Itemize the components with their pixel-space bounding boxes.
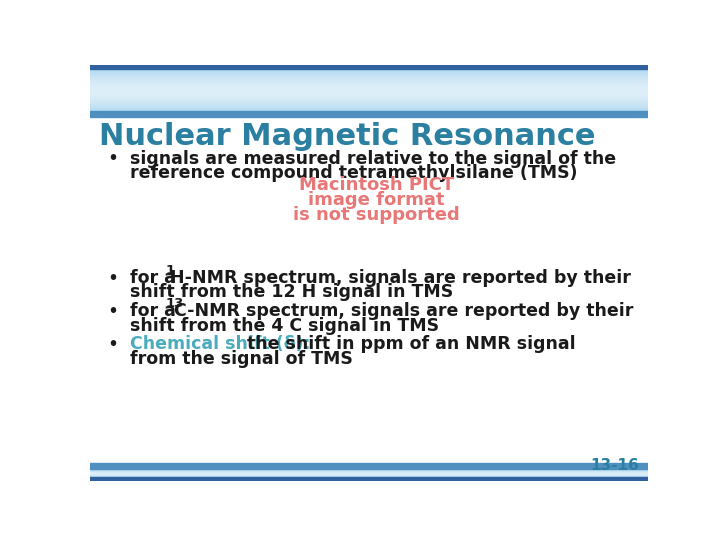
Bar (90, 70, 648, 71)
Bar (90, 95, 648, 96)
Bar (90, 92, 648, 93)
Bar (90, 475, 648, 476)
Bar (90, 104, 648, 105)
Text: from the signal of TMS: from the signal of TMS (130, 350, 354, 368)
Bar (90, 474, 648, 475)
Bar (90, 98, 648, 99)
Bar (90, 86, 648, 87)
Bar (90, 463, 648, 469)
Bar (90, 99, 648, 100)
Text: Nuclear Magnetic Resonance: Nuclear Magnetic Resonance (99, 122, 596, 151)
Bar (90, 65, 648, 69)
Bar (90, 72, 648, 73)
Text: 13-16: 13-16 (590, 458, 639, 472)
Text: Chemical shift (δ):: Chemical shift (δ): (130, 335, 311, 353)
Text: 1: 1 (165, 264, 174, 277)
Bar (90, 88, 648, 89)
Bar (90, 83, 648, 84)
Bar (90, 108, 648, 109)
Bar (90, 107, 648, 108)
Bar (90, 81, 648, 82)
Bar (90, 470, 648, 471)
Bar (90, 477, 648, 481)
Text: •: • (107, 302, 118, 321)
Text: shift from the 4 C signal in TMS: shift from the 4 C signal in TMS (130, 316, 439, 335)
Text: the shift in ppm of an NMR signal: the shift in ppm of an NMR signal (240, 335, 575, 353)
Text: for a: for a (130, 302, 182, 320)
Bar (90, 84, 648, 85)
Text: signals are measured relative to the signal of the: signals are measured relative to the sig… (130, 150, 616, 167)
Text: C-NMR spectrum, signals are reported by their: C-NMR spectrum, signals are reported by … (174, 302, 634, 320)
Bar (90, 69, 648, 70)
Bar (90, 93, 648, 94)
Bar (90, 476, 648, 477)
Bar (90, 105, 648, 106)
Bar (90, 85, 648, 86)
Bar (90, 91, 648, 92)
Text: is not supported: is not supported (293, 206, 460, 225)
Bar (90, 109, 648, 110)
Bar (90, 87, 648, 88)
Bar (90, 75, 648, 76)
Bar (90, 472, 648, 473)
Bar (90, 80, 648, 81)
Bar (90, 103, 648, 104)
Bar (90, 90, 648, 91)
Bar (90, 96, 648, 97)
Bar (90, 97, 648, 98)
Bar (90, 76, 648, 77)
Bar (90, 73, 648, 74)
Bar (90, 78, 648, 79)
Bar (90, 111, 648, 117)
Bar (90, 74, 648, 75)
Text: •: • (107, 269, 118, 288)
Bar (90, 471, 648, 472)
Text: shift from the 12 H signal in TMS: shift from the 12 H signal in TMS (130, 284, 454, 301)
Text: for a: for a (130, 269, 182, 287)
Bar (90, 101, 648, 102)
Text: H-NMR spectrum, signals are reported by their: H-NMR spectrum, signals are reported by … (170, 269, 631, 287)
Bar (90, 106, 648, 107)
Bar (90, 110, 648, 111)
Bar (90, 79, 648, 80)
Bar (90, 102, 648, 103)
Bar (90, 82, 648, 83)
Bar (90, 100, 648, 101)
Bar (90, 77, 648, 78)
Text: reference compound tetramethylsilane (TMS): reference compound tetramethylsilane (TM… (130, 164, 577, 182)
Text: •: • (107, 150, 118, 168)
Bar (90, 473, 648, 474)
Text: image format: image format (308, 191, 445, 209)
Text: 13: 13 (165, 298, 184, 310)
Bar (90, 89, 648, 90)
Text: •: • (107, 335, 118, 354)
Bar (90, 71, 648, 72)
Bar (90, 469, 648, 470)
Text: Macintosh PICT: Macintosh PICT (299, 176, 454, 194)
Bar (90, 94, 648, 95)
